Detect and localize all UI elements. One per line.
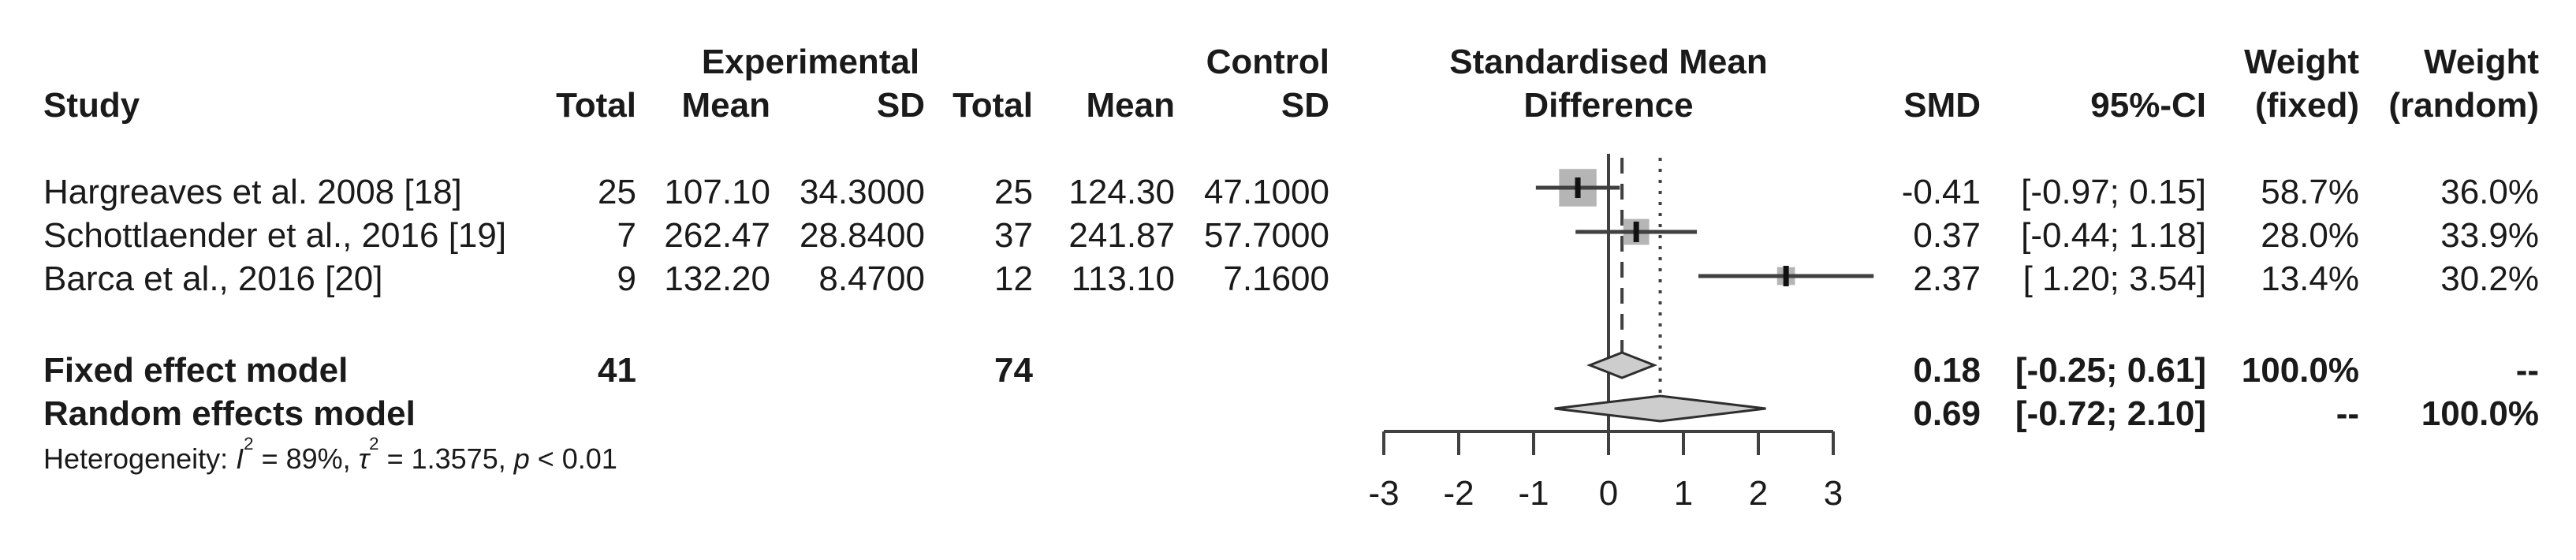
study-total-control: 12 — [994, 259, 1033, 298]
fixed-effect-diamond — [1586, 351, 1658, 379]
plot-title-line2: Difference — [1523, 86, 1694, 125]
random-weight-random: 100.0% — [2421, 394, 2539, 433]
header-ci: 95%-CI — [2090, 86, 2206, 125]
fixed-weight-fixed: 100.0% — [2241, 351, 2359, 390]
fixed-effect-label: Fixed effect model — [43, 351, 349, 390]
header-weight-random-top: Weight — [2424, 43, 2539, 81]
point-estimate-tick — [1633, 222, 1639, 242]
study-sd-control: 47.1000 — [1203, 173, 1329, 211]
study-mean-control: 124.30 — [1068, 173, 1175, 211]
point-estimate-tick — [1783, 266, 1789, 286]
study-name: Schottlaender et al., 2016 [19] — [43, 216, 507, 255]
fixed-smd: 0.18 — [1913, 351, 1981, 390]
study-smd: -0.41 — [1901, 173, 1981, 211]
study-mean-experimental: 107.10 — [664, 173, 770, 211]
study-mean-control: 241.87 — [1068, 216, 1175, 255]
study-smd: 2.37 — [1913, 259, 1981, 298]
study-sd-experimental: 28.8400 — [799, 216, 925, 255]
header-weight-random-sub: (random) — [2388, 86, 2539, 125]
random-weight-fixed: -- — [2336, 394, 2359, 433]
x-axis-tick-label: 0 — [1599, 474, 1618, 513]
random-smd: 0.69 — [1913, 394, 1981, 433]
x-axis-tick-label: -1 — [1518, 474, 1549, 513]
study-sd-control: 7.1600 — [1223, 259, 1329, 298]
study-ci: [ 1.20; 3.54] — [2022, 259, 2206, 298]
study-weight-fixed: 58.7% — [2261, 173, 2359, 211]
tau-squared-symbol: τ — [358, 442, 370, 475]
header-smd: SMD — [1903, 86, 1981, 125]
study-name: Hargreaves et al. 2008 [18] — [43, 173, 462, 211]
study-sd-experimental: 8.4700 — [818, 259, 925, 298]
study-mean-experimental: 132.20 — [664, 259, 770, 298]
random-effects-diamond — [1554, 394, 1766, 423]
heterogeneity-text: Heterogeneity: I2 = 89%, τ2 = 1.3575, p … — [43, 433, 617, 475]
study-weight-fixed: 28.0% — [2261, 216, 2359, 255]
plot-title-line1: Standardised Mean — [1449, 43, 1768, 81]
study-total-experimental: 9 — [617, 259, 636, 298]
header-mean-experimental: Mean — [681, 86, 770, 125]
x-axis-tick-label: 1 — [1674, 474, 1693, 513]
study-total-experimental: 25 — [598, 173, 636, 211]
header-sd-experimental: SD — [876, 86, 925, 125]
header-study: Study — [43, 86, 140, 125]
random-effects-label: Random effects model — [43, 394, 416, 433]
fixed-total-control: 74 — [994, 351, 1033, 390]
header-sd-control: SD — [1281, 86, 1329, 125]
point-estimate-tick — [1575, 177, 1581, 198]
study-ci: [-0.97; 0.15] — [2021, 173, 2206, 211]
header-weight-fixed-top: Weight — [2244, 43, 2359, 81]
study-sd-experimental: 34.3000 — [799, 173, 925, 211]
x-axis-tick-label: -2 — [1443, 474, 1474, 513]
header-experimental: Experimental — [701, 43, 920, 81]
header-total-experimental: Total — [556, 86, 636, 125]
fixed-ci: [-0.25; 0.61] — [2015, 351, 2206, 390]
x-axis-tick-label: 2 — [1749, 474, 1768, 513]
study-sd-control: 57.7000 — [1203, 216, 1329, 255]
random-ci: [-0.72; 2.10] — [2015, 394, 2206, 433]
study-weight-random: 30.2% — [2440, 259, 2539, 298]
x-axis-tick-label: -3 — [1368, 474, 1399, 513]
study-mean-experimental: 262.47 — [664, 216, 770, 255]
i-squared-symbol: I — [236, 442, 244, 475]
study-total-experimental: 7 — [617, 216, 636, 255]
x-axis-tick-label: 3 — [1824, 474, 1843, 513]
fixed-total-experimental: 41 — [598, 351, 636, 390]
study-total-control: 25 — [994, 173, 1033, 211]
study-mean-control: 113.10 — [1071, 259, 1175, 298]
study-name: Barca et al., 2016 [20] — [43, 259, 383, 298]
study-weight-fixed: 13.4% — [2261, 259, 2359, 298]
study-weight-random: 33.9% — [2440, 216, 2539, 255]
study-weight-random: 36.0% — [2440, 173, 2539, 211]
p-value-symbol: p — [513, 442, 530, 475]
study-ci: [-0.44; 1.18] — [2021, 216, 2206, 255]
fixed-weight-random: -- — [2515, 351, 2539, 390]
header-weight-fixed-sub: (fixed) — [2255, 86, 2359, 125]
study-smd: 0.37 — [1913, 216, 1981, 255]
header-control: Control — [1206, 43, 1329, 81]
header-mean-control: Mean — [1086, 86, 1175, 125]
header-total-control: Total — [952, 86, 1033, 125]
study-total-control: 37 — [994, 216, 1033, 255]
